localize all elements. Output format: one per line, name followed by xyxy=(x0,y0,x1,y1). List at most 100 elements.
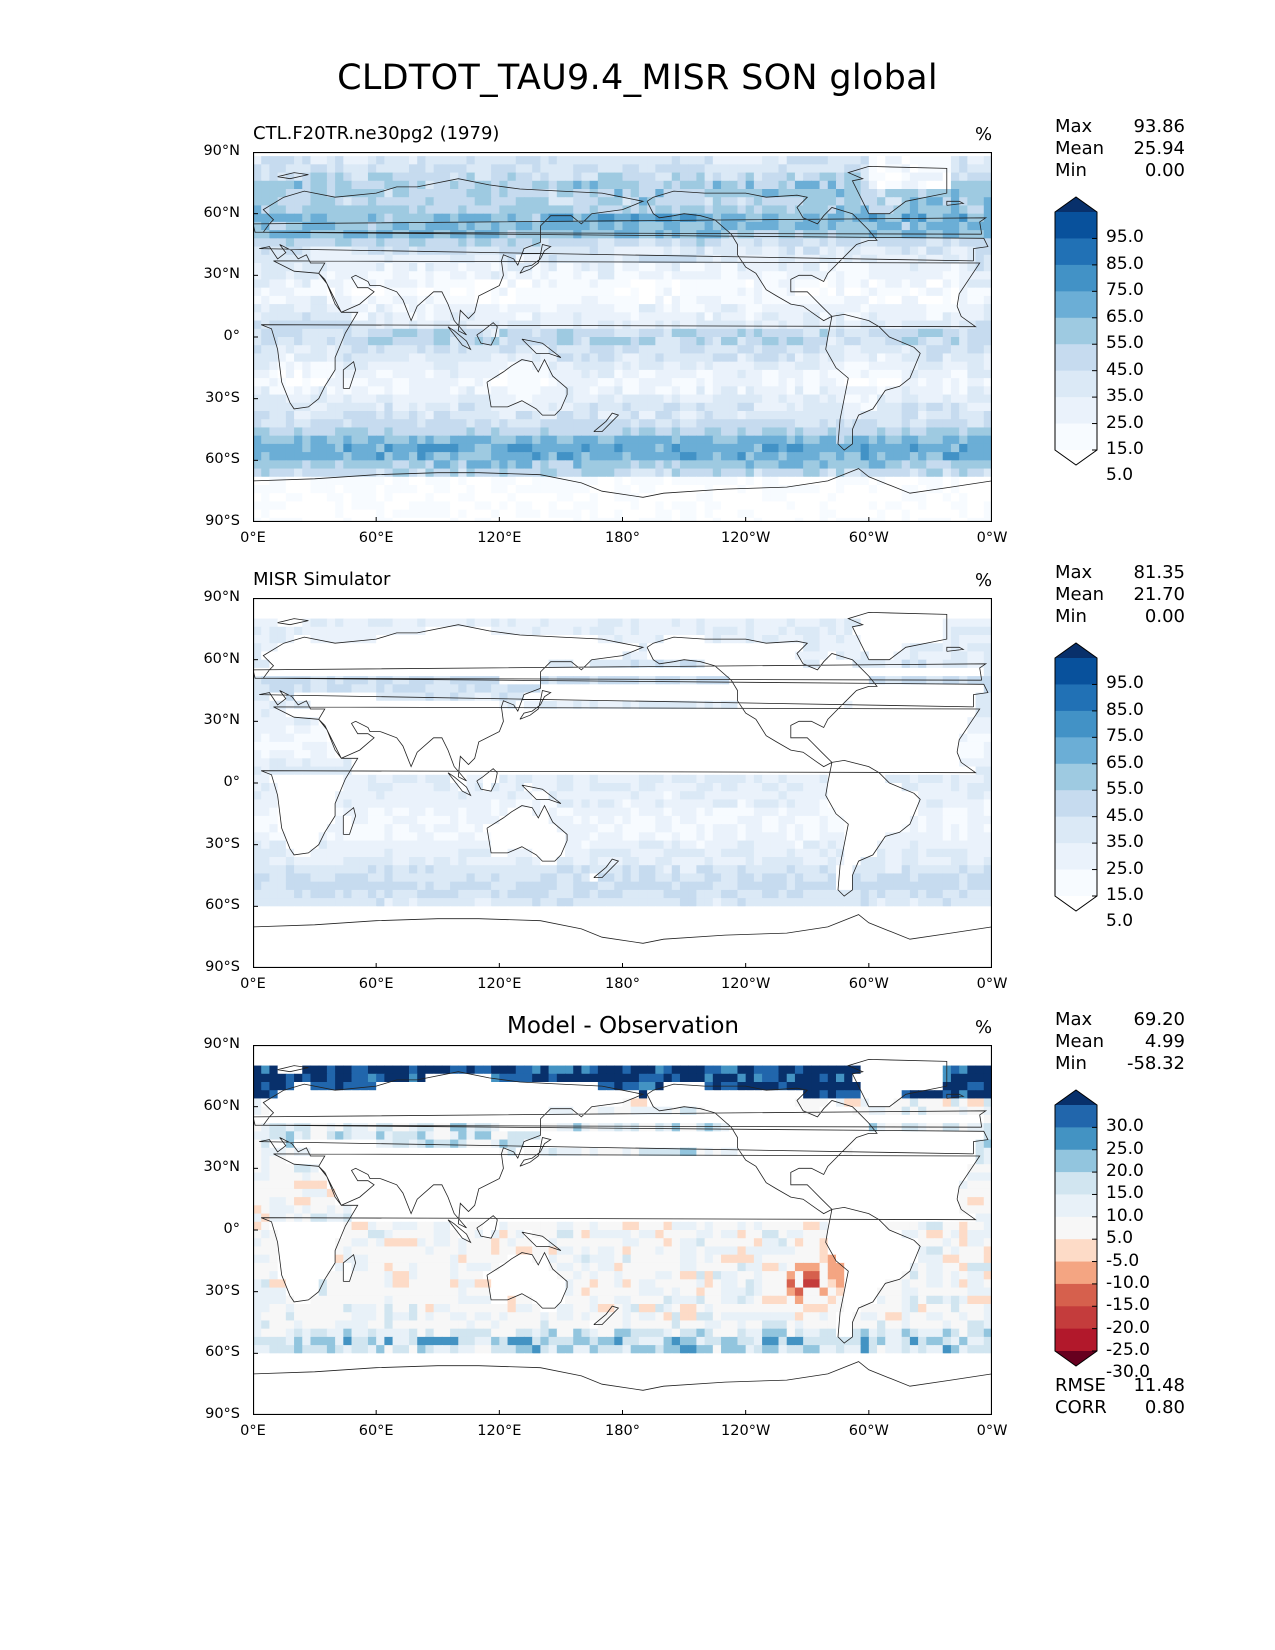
y-tick-label: 30°N xyxy=(203,712,240,729)
colorbar-segment xyxy=(1055,1127,1097,1151)
colorbar-segment xyxy=(1055,423,1097,451)
x-tick-label: 0°W xyxy=(976,976,1008,992)
map-panel-3: Model - Observation% 90°N 60°N 30°N 0° 30°S 60… xyxy=(0,1009,1275,1483)
panel-title: MISR Simulator xyxy=(253,569,391,590)
stat-row: Max 69.20 xyxy=(1055,1009,1185,1031)
stat-row: RMSE 11.48 xyxy=(1055,1375,1185,1397)
colorbar-svg xyxy=(1054,642,1098,923)
stat-label: RMSE xyxy=(1055,1375,1106,1396)
y-tick-label: 90°N xyxy=(203,589,240,605)
y-tick-label: 60°N xyxy=(203,1097,240,1114)
map-plot xyxy=(253,1045,992,1415)
colorbar-extend-top xyxy=(1055,1090,1097,1105)
colorbar-segment xyxy=(1055,1306,1097,1330)
stat-value: -58.32 xyxy=(1126,1053,1185,1074)
colorbar-segment xyxy=(1055,1328,1097,1352)
y-tick-label: 90°N xyxy=(203,143,240,159)
colorbar-label: -20.0 xyxy=(1106,1317,1150,1338)
stat-label: Min xyxy=(1055,160,1087,181)
stats-box: Max 93.86 Mean 25.94 Min 0.00 xyxy=(1055,116,1185,182)
map-plot xyxy=(253,598,992,968)
colorbar-label: 5.0 xyxy=(1106,1228,1134,1249)
x-tick-label: 0°E xyxy=(240,530,266,546)
colorbar-segment xyxy=(1055,264,1097,292)
colorbar-label: 45.0 xyxy=(1106,805,1144,826)
panel-title: Model - Observation xyxy=(506,1013,740,1039)
colorbar-segment xyxy=(1055,1239,1097,1263)
x-tick-label: 60°W xyxy=(848,1423,889,1439)
stat-label: CORR xyxy=(1055,1397,1107,1418)
colorbar-extend-bottom xyxy=(1055,1351,1097,1366)
figure-title: CLDTOT_TAU9.4_MISR SON global xyxy=(337,58,938,98)
colorbar-segment xyxy=(1055,684,1097,712)
colorbar-segment xyxy=(1055,869,1097,897)
colorbar-segment xyxy=(1055,1105,1097,1128)
colorbar-segment xyxy=(1055,317,1097,345)
map-panel-1: CTL.F20TR.ne30pg2 (1979)% 90°N 60°N 30°N 0° 3… xyxy=(0,116,1275,590)
x-tick-label: 120°W xyxy=(721,530,771,546)
y-tick-label: 60°S xyxy=(205,1344,240,1361)
colorbar-extend-bottom xyxy=(1055,450,1097,465)
colorbar-segment xyxy=(1055,397,1097,425)
y-tick-label: 30°S xyxy=(205,835,240,852)
colorbar-label: -10.0 xyxy=(1106,1272,1150,1293)
colorbar-label: 15.0 xyxy=(1106,1183,1144,1204)
colorbar-label: 5.0 xyxy=(1106,911,1134,932)
colorbar-segment xyxy=(1055,238,1097,266)
stat-value: 0.00 xyxy=(1144,606,1185,627)
y-tick-label: 30°N xyxy=(203,266,240,283)
x-tick-label: 180° xyxy=(605,1423,640,1439)
colorbar-segment xyxy=(1055,370,1097,398)
y-tick-label: 0° xyxy=(223,328,240,344)
y-tick-label: 60°N xyxy=(203,204,240,221)
stat-row: Min -58.32 xyxy=(1055,1053,1185,1075)
colorbar-segment xyxy=(1055,291,1097,319)
colorbar: 95.0 85.0 75.0 65.0 55.0 45.0 35.0 25.0 15.0 5.0 xyxy=(1054,196,1174,485)
y-tick-label: 60°N xyxy=(203,650,240,667)
colorbar-label: -5.0 xyxy=(1106,1250,1140,1271)
colorbar-label: 15.0 xyxy=(1106,439,1144,459)
colorbar-label: 75.0 xyxy=(1106,280,1144,301)
stat-label: Min xyxy=(1055,606,1087,627)
stat-row: Max 81.35 xyxy=(1055,562,1185,584)
stat-label: Mean xyxy=(1055,138,1105,159)
y-tick-label: 30°N xyxy=(203,1159,240,1176)
colorbar-label: 35.0 xyxy=(1106,832,1144,853)
field-cells xyxy=(253,602,992,968)
colorbar-label: 85.0 xyxy=(1106,699,1144,720)
colorbar-label: 45.0 xyxy=(1106,359,1144,380)
stats-box: Max 81.35 Mean 21.70 Min 0.00 xyxy=(1055,562,1185,628)
coastlines xyxy=(253,1058,992,1391)
stat-label: Max xyxy=(1055,116,1093,137)
stat-value: 0.00 xyxy=(1144,160,1185,181)
stat-label: Mean xyxy=(1055,1031,1105,1052)
colorbar-extend-top xyxy=(1055,197,1097,212)
colorbar-label: 25.0 xyxy=(1106,858,1144,879)
y-tick-label: 90°N xyxy=(203,1036,240,1052)
colorbar-segment xyxy=(1055,790,1097,818)
stat-value: 4.99 xyxy=(1144,1031,1185,1052)
x-tick-label: 0°W xyxy=(976,1423,1008,1439)
colorbar-label: 55.0 xyxy=(1106,333,1144,354)
stat-row: Max 93.86 xyxy=(1055,116,1185,138)
y-tick-label: 0° xyxy=(223,1221,240,1237)
stat-row: Min 0.00 xyxy=(1055,160,1185,182)
colorbar-label: -30.0 xyxy=(1106,1362,1150,1383)
colorbar-label: 85.0 xyxy=(1106,253,1144,274)
stat-value: 69.20 xyxy=(1133,1009,1185,1030)
colorbar-label: 55.0 xyxy=(1106,779,1144,800)
x-tick-label: 120°E xyxy=(477,1423,522,1439)
stat-label: Min xyxy=(1055,1053,1087,1074)
stat-row: Min 0.00 xyxy=(1055,606,1185,628)
x-tick-label: 60°W xyxy=(848,976,889,992)
colorbar-segment xyxy=(1055,1194,1097,1218)
units-label: % xyxy=(975,124,993,145)
colorbar-svg xyxy=(1054,1089,1098,1374)
x-tick-label: 60°E xyxy=(358,530,394,546)
y-tick-label: 30°S xyxy=(205,1282,240,1299)
stat-value: 25.94 xyxy=(1133,138,1185,159)
colorbar-segment xyxy=(1055,816,1097,844)
colorbar-segment xyxy=(1055,710,1097,738)
colorbar-label: 25.0 xyxy=(1106,1138,1144,1159)
x-tick-label: 0°E xyxy=(240,1423,266,1439)
